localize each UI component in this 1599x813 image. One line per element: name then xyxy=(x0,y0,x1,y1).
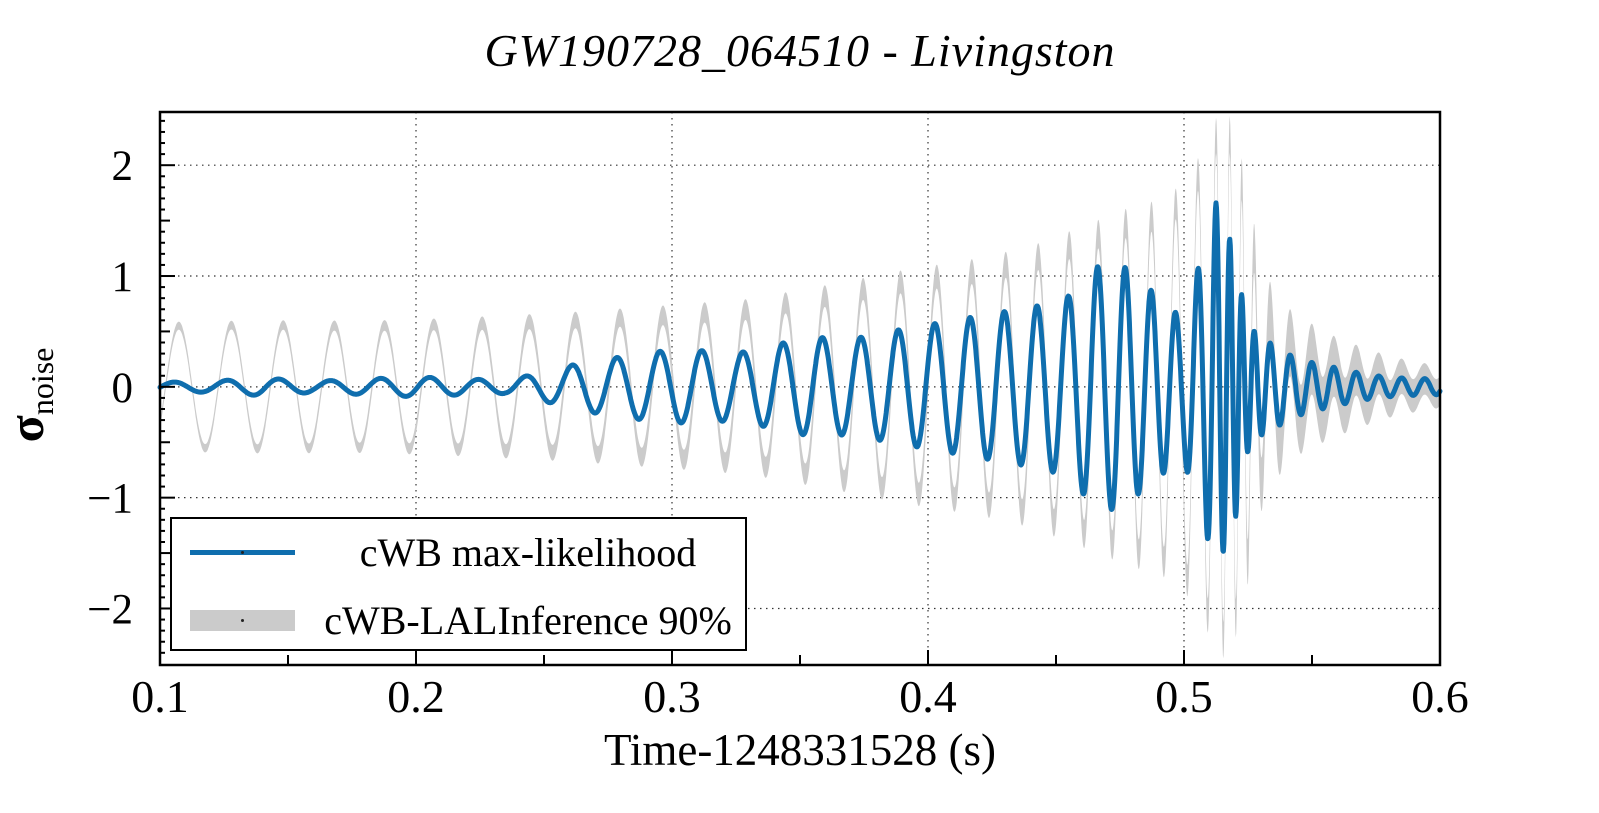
x-tick-label: 0.5 xyxy=(1155,671,1213,722)
legend-entry-max-likelihood: cWB max-likelihood xyxy=(172,527,745,577)
legend-label-ci-band: cWB-LALInference 90% xyxy=(324,597,732,643)
legend-box: cWB max-likelihood cWB-LALInference 90% xyxy=(170,517,747,651)
y-tick-label: 0 xyxy=(112,365,134,412)
legend-label-max-likelihood: cWB max-likelihood xyxy=(359,529,697,575)
x-tick-label: 0.2 xyxy=(387,671,445,722)
x-tick-label: 0.3 xyxy=(643,671,701,722)
y-tick-label: 1 xyxy=(112,254,134,301)
max-likelihood-waveform xyxy=(157,200,1443,554)
y-tick-label: 2 xyxy=(112,143,134,190)
x-tick-label: 0.4 xyxy=(899,671,957,722)
legend-entry-ci-band: cWB-LALInference 90% xyxy=(172,595,745,645)
x-tick-label: 0.6 xyxy=(1411,671,1469,722)
legend-marker-dot xyxy=(241,551,244,554)
chart-title: GW190728_064510 - Livingston xyxy=(484,25,1116,76)
x-axis-label: Time-1248331528 (s) xyxy=(603,725,997,775)
legend-marker-dot xyxy=(241,619,244,622)
x-tick-label: 0.1 xyxy=(131,671,189,722)
y-tick-label: −1 xyxy=(87,476,133,523)
y-tick-label: −2 xyxy=(87,586,133,633)
